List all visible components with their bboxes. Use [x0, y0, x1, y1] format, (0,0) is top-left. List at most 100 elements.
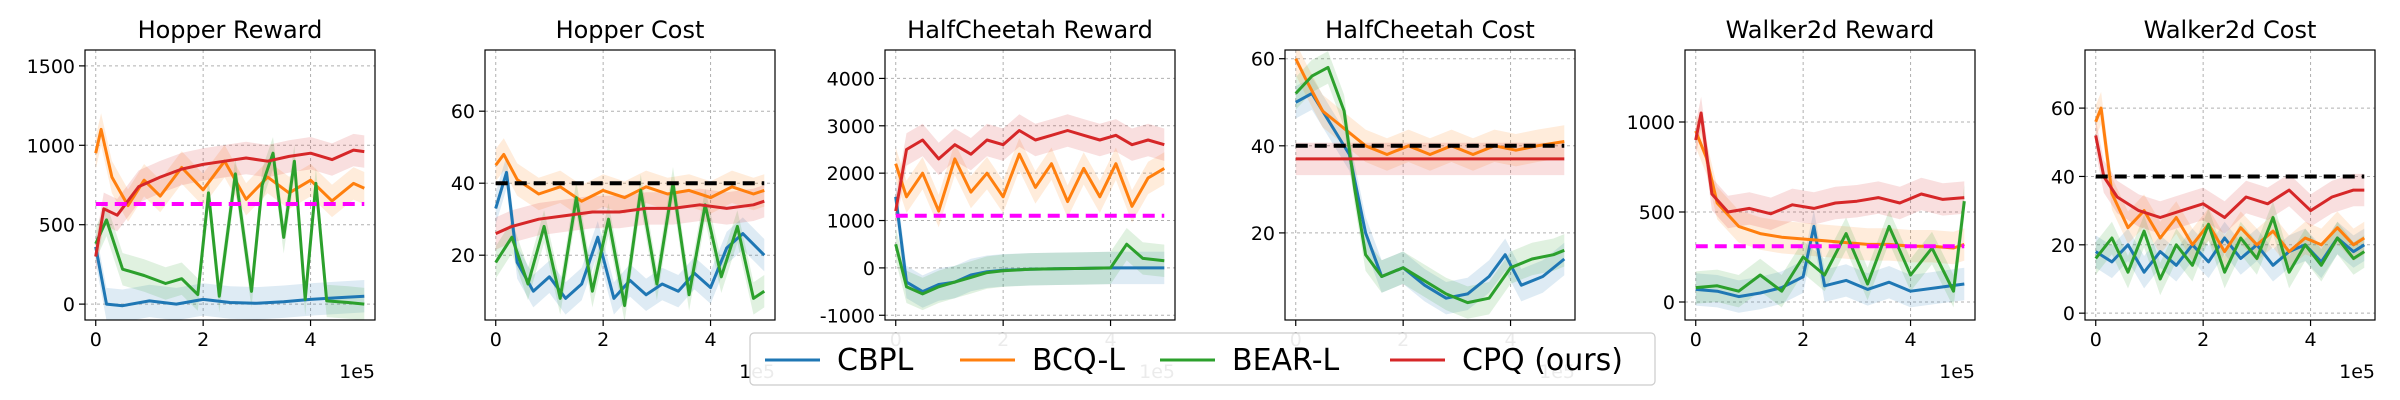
series-band-bcq-l	[2095, 91, 2365, 268]
series-band-cpq-ours-	[1695, 96, 1965, 230]
series-band-bcq-l	[1695, 114, 1965, 265]
series-band-cpq-ours-	[895, 114, 1165, 228]
x-scale-label: 1e5	[1939, 361, 1975, 383]
plot-area	[2094, 91, 2366, 296]
y-tick-label: -1000	[820, 305, 875, 327]
series-band-cpq-ours-	[495, 185, 765, 250]
chart-title: Hopper Cost	[556, 16, 705, 44]
chart-panel-5: 0 2 4 0 500 1000 Walker2d Reward 1e5	[1627, 16, 1976, 383]
y-tick-label: 0	[2063, 303, 2075, 325]
plot-area	[894, 114, 1166, 311]
legend-label: BCQ-L	[1032, 343, 1125, 378]
series-line-cbpl	[1294, 92, 1566, 300]
series-band-bcq-l	[1295, 50, 1565, 171]
series-line-bear-l	[1695, 201, 1966, 293]
y-tick-label: 4000	[827, 68, 875, 90]
y-tick-label: 60	[2051, 98, 2075, 120]
series-line-bear-l	[494, 181, 766, 308]
y-tick-label: 0	[863, 258, 875, 280]
chart-title: Walker2d Reward	[1726, 16, 1935, 44]
y-tick-label: 20	[451, 245, 475, 267]
x-tick-label: 2	[2197, 329, 2209, 351]
chart-title: Hopper Reward	[138, 16, 323, 44]
x-tick-label: 0	[490, 329, 502, 351]
legend-item-bear-l: BEAR-L	[1160, 343, 1340, 378]
y-tick-label: 0	[63, 294, 75, 316]
series-line-cbpl	[1695, 224, 1965, 299]
axes-frame	[1684, 49, 1976, 321]
series-line-cpq-ours-	[894, 129, 1165, 212]
series-band-cbpl	[95, 230, 365, 320]
series-band-cbpl	[1295, 77, 1565, 315]
x-scale-label: 1e5	[339, 361, 375, 383]
plot-area	[1694, 96, 1966, 313]
y-tick-label: 20	[1251, 223, 1275, 245]
y-tick-label: 1000	[1627, 112, 1675, 134]
chart-panel-1: 0 2 4 0 500 1000 1500 Hopper Reward 1e5	[27, 16, 376, 383]
y-tick-label: 60	[1251, 49, 1275, 71]
plot-area	[494, 138, 766, 320]
x-tick-label: 2	[197, 329, 209, 351]
series-line-bear-l	[1294, 65, 1565, 305]
series-band-cbpl	[2095, 221, 2365, 289]
y-tick-label: 2000	[827, 163, 875, 185]
axes-frame	[484, 49, 776, 321]
legend-label: BEAR-L	[1232, 343, 1340, 378]
y-tick-label: 1000	[827, 211, 875, 233]
series-band-cbpl	[895, 180, 1165, 308]
x-tick-label: 0	[90, 329, 102, 351]
legend-item-cbpl: CBPL	[765, 343, 914, 378]
x-tick-label: 4	[305, 329, 317, 351]
x-tick-label: 4	[705, 329, 717, 351]
series-line-cpq-ours-	[495, 199, 765, 235]
legend-label: CBPL	[837, 343, 914, 378]
x-tick-label: 4	[1905, 329, 1917, 351]
legend: CBPL BCQ-L BEAR-L CPQ (ours)	[749, 332, 1656, 386]
y-tick-label: 1000	[27, 135, 75, 157]
legend-item-bcq-l: BCQ-L	[960, 343, 1125, 378]
series-line-cpq-ours-	[1694, 111, 1965, 216]
chart-title: HalfCheetah Cost	[1325, 16, 1535, 44]
series-line-bcq-l	[94, 127, 365, 208]
x-tick-label: 2	[1797, 329, 1809, 351]
series-line-cpq-ours-	[2094, 135, 2365, 219]
y-tick-label: 1500	[27, 56, 75, 78]
chart-title: Walker2d Cost	[2144, 16, 2317, 44]
chart-title: HalfCheetah Reward	[907, 16, 1153, 44]
x-tick-label: 0	[1690, 329, 1702, 351]
series-line-bear-l	[2094, 216, 2366, 281]
series-line-bcq-l	[2094, 106, 2366, 254]
axes-frame	[2084, 49, 2376, 321]
y-tick-label: 40	[451, 173, 475, 195]
series-line-bcq-l	[1294, 58, 1565, 156]
axes-frame	[884, 49, 1176, 321]
x-scale-label: 1e5	[2339, 361, 2375, 383]
series-band-bcq-l	[495, 138, 765, 218]
legend-item-cpq-ours-: CPQ (ours)	[1390, 343, 1623, 378]
series-line-bcq-l	[894, 152, 1166, 213]
series-band-cpq-ours-	[95, 133, 365, 273]
axes-frame	[84, 49, 376, 321]
x-tick-label: 4	[2305, 329, 2317, 351]
y-tick-label: 40	[1251, 136, 1275, 158]
plot-area	[94, 113, 365, 320]
series-line-bear-l	[894, 242, 1165, 296]
legend-label: CPQ (ours)	[1462, 343, 1623, 378]
y-tick-label: 60	[451, 101, 475, 123]
series-band-cpq-ours-	[2095, 119, 2365, 234]
x-tick-label: 0	[2090, 329, 2102, 351]
x-tick-label: 2	[597, 329, 609, 351]
plot-area	[1294, 50, 1566, 319]
series-line-cbpl	[94, 246, 365, 308]
series-band-bcq-l	[895, 138, 1165, 228]
y-tick-label: 0	[1663, 292, 1675, 314]
y-tick-label: 500	[1639, 202, 1675, 224]
axes-frame	[1284, 49, 1576, 321]
series-band-bear-l	[1295, 51, 1565, 319]
y-tick-label: 500	[39, 215, 75, 237]
